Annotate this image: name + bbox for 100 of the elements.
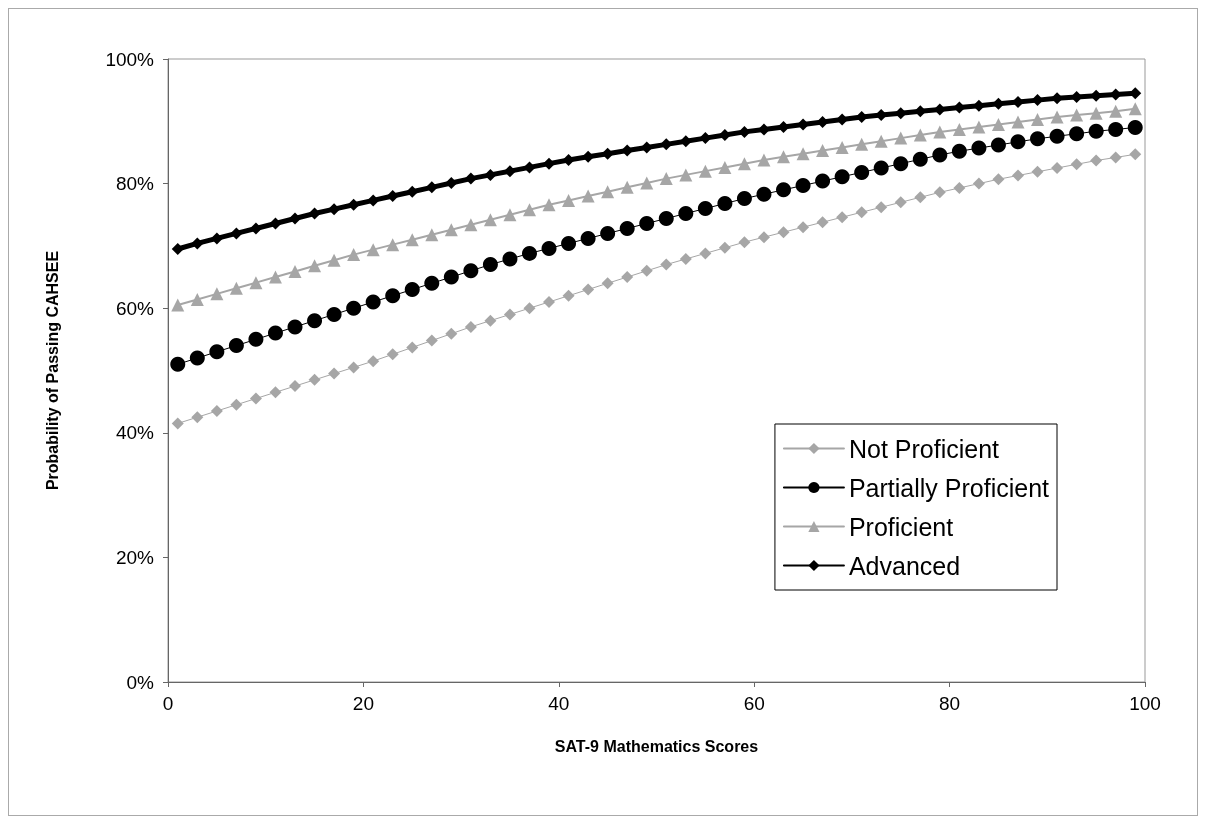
point [228,338,244,354]
legend-label: Advanced [848,551,961,580]
point [328,367,341,380]
point [855,137,869,151]
point [738,125,751,138]
point [972,120,986,134]
point [464,218,478,232]
point [776,182,792,198]
point [738,236,751,249]
point [1051,162,1064,175]
point [933,186,946,199]
point [171,298,185,312]
point [582,283,595,296]
point [581,189,595,203]
point [210,404,223,417]
point [249,222,262,235]
point [757,153,771,167]
point [425,228,439,242]
point [424,275,440,291]
point [1127,120,1143,136]
point [797,221,810,234]
point [932,147,948,163]
point [1011,115,1025,129]
point [1089,106,1103,120]
x-tick-label: 100 [1129,693,1161,714]
point [1070,158,1083,171]
point [679,168,693,182]
point [1088,123,1104,139]
point [952,122,966,136]
point [503,308,516,321]
point [209,344,225,360]
point [347,198,360,211]
point [874,134,888,148]
x-tick-label: 60 [743,693,765,714]
point [171,243,184,256]
point [914,191,927,204]
point [482,257,498,273]
point [816,144,830,158]
point [699,247,712,260]
point [249,276,263,290]
point [191,237,204,250]
point [385,288,401,304]
point [873,160,889,176]
point [737,157,751,171]
point [189,350,205,366]
point [1031,112,1045,126]
point [621,271,634,284]
point [326,306,342,322]
point [875,201,888,214]
point [463,263,479,279]
point [1108,121,1124,137]
point [543,295,556,308]
point [816,216,829,229]
point [835,140,849,154]
point [679,252,692,265]
point [230,398,243,411]
point [756,186,772,202]
point [308,207,321,220]
legend-label: Proficient [848,512,954,541]
point [718,160,732,174]
point [289,212,302,225]
point [855,206,868,219]
point [562,153,575,166]
point [990,137,1006,153]
point [757,231,770,244]
point [365,294,381,310]
point [1070,108,1084,122]
point [1050,110,1064,124]
point [248,331,264,347]
x-tick-label: 80 [939,693,961,714]
point [443,269,459,285]
point [815,173,831,189]
point [795,177,811,193]
point [894,196,907,209]
point [269,217,282,230]
point [464,172,477,185]
point [1109,151,1122,164]
point [328,203,341,216]
point [953,181,966,194]
legend-label: Partially Proficient [848,473,1050,502]
point [347,361,360,374]
x-tick-label: 40 [548,693,570,714]
point [366,243,380,257]
point [190,292,204,306]
point [191,411,204,424]
point [1049,128,1065,144]
point [230,227,243,240]
legend-label: Not Proficient [848,434,1000,463]
point [269,386,282,399]
y-axis-title: Probability of Passing CAHSEE [43,250,61,491]
point [1010,134,1026,150]
point [484,168,497,181]
point [483,213,497,227]
x-tick-label: 0 [162,693,174,714]
point [640,176,654,190]
point [386,238,400,252]
point [1030,131,1046,147]
x-axis-title: SAT-9 Mathematics Scores [554,737,759,755]
point [777,226,790,239]
point [697,201,713,217]
